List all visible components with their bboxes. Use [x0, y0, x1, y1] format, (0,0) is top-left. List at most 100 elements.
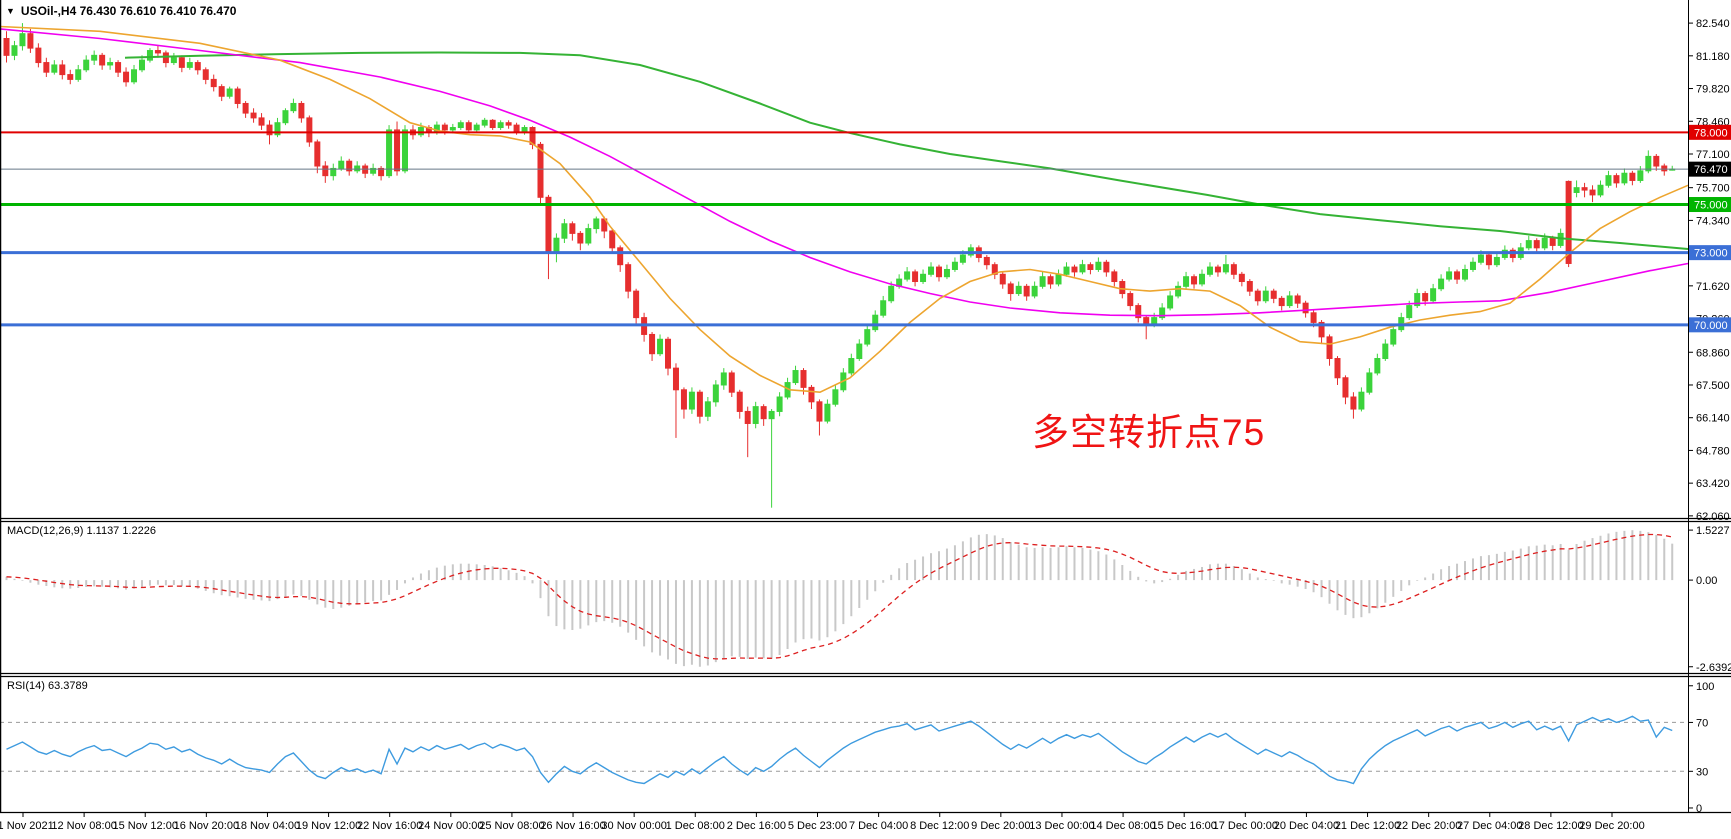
candle-body — [489, 119, 496, 129]
price-axis-label: 82.540 — [1696, 18, 1730, 30]
chart-text-annotation[interactable]: 多空转折点75 — [1032, 412, 1266, 453]
candle-body — [1183, 276, 1190, 287]
price-axis-label: 71.620 — [1696, 281, 1730, 293]
candle-body — [441, 124, 448, 131]
candle-body — [457, 122, 464, 129]
candle-body — [131, 69, 138, 83]
candle-body — [1406, 305, 1413, 319]
candle-body — [1477, 254, 1484, 263]
candle-body — [1262, 290, 1269, 302]
candle-body — [1191, 276, 1198, 285]
time-axis-label: 15 Nov 12:00 — [113, 820, 178, 832]
price-badge-label: 75.000 — [1694, 200, 1728, 212]
candle-body — [218, 86, 225, 97]
candle-body — [322, 165, 329, 177]
candle-body — [1469, 261, 1476, 270]
candle-body — [378, 167, 385, 177]
candle-body — [354, 165, 361, 172]
candle-body — [75, 69, 82, 80]
time-axis-label: 2 Dec 16:00 — [727, 820, 786, 832]
candle-body — [537, 143, 544, 198]
candle-body — [250, 112, 257, 119]
candle-body — [1302, 302, 1309, 314]
candle-body — [920, 273, 927, 283]
candle-body — [1454, 271, 1461, 280]
dropdown-triangle-icon[interactable]: ▼ — [6, 6, 15, 16]
candle-body — [154, 50, 161, 54]
candle-body — [864, 329, 871, 345]
candle-body — [1318, 321, 1325, 338]
candle-body — [1541, 237, 1548, 249]
candle-body — [1374, 358, 1381, 374]
time-axis-label: 9 Dec 20:00 — [971, 820, 1030, 832]
candle-body — [856, 343, 863, 360]
candle-body — [497, 122, 504, 129]
candle-body — [370, 167, 377, 174]
candle-body — [1462, 268, 1469, 280]
candle-body — [704, 401, 711, 417]
candle-body — [449, 127, 456, 131]
candle-body — [162, 52, 169, 64]
macd-axis-label: 1.5227 — [1696, 525, 1730, 537]
candle-body — [1565, 180, 1572, 264]
time-axis-label: 15 Dec 16:00 — [1151, 820, 1216, 832]
candle-body — [170, 57, 177, 64]
time-axis-label: 22 Nov 16:00 — [357, 820, 422, 832]
candle-body — [1071, 266, 1078, 273]
candle-body — [904, 271, 911, 280]
candle-body — [680, 389, 687, 410]
candle-body — [290, 102, 297, 112]
rsi-line — [6, 715, 1673, 785]
candle-body — [959, 254, 966, 263]
time-axis-label: 18 Nov 04:00 — [235, 820, 300, 832]
candle-body — [728, 372, 735, 393]
rsi-axis-label: 0 — [1696, 803, 1702, 815]
candle-body — [1047, 276, 1054, 285]
candle-body — [27, 33, 34, 49]
candle-body — [513, 124, 520, 133]
symbol-ohlc-header[interactable]: ▼ USOil-,H4 76.430 76.610 76.410 76.470 — [6, 4, 236, 18]
candle-body — [35, 47, 42, 64]
macd-indicator-label: MACD(12,26,9) 1.1137 1.2226 — [7, 525, 156, 537]
candle-body — [1238, 273, 1245, 283]
candle-body — [266, 124, 273, 136]
candle-body — [330, 167, 337, 177]
price-badge — [1689, 161, 1731, 177]
candle-body — [51, 64, 58, 73]
candle-body — [1613, 175, 1620, 184]
candle-body — [394, 129, 401, 172]
candle-body — [1621, 172, 1628, 184]
candle-body — [210, 78, 217, 88]
candle-body — [1629, 172, 1636, 181]
candle-body — [202, 69, 209, 80]
candle-body — [1286, 295, 1293, 307]
candle-body — [1525, 240, 1532, 249]
time-axis-label: 21 Dec 12:00 — [1335, 820, 1400, 832]
price-axis-label: 79.820 — [1696, 84, 1730, 96]
candle-body — [832, 389, 839, 405]
candle-body — [186, 62, 193, 68]
candle-body — [1342, 377, 1349, 398]
price-axis-label: 81.180 — [1696, 51, 1730, 63]
candle-body — [577, 232, 584, 244]
time-axis-label: 22 Dec 20:00 — [1396, 820, 1461, 832]
price-axis-label: 74.340 — [1696, 215, 1730, 227]
candle-body — [1637, 170, 1644, 181]
candle-body — [935, 266, 942, 278]
candle-body — [282, 110, 289, 124]
time-axis-label: 5 Dec 23:00 — [788, 820, 847, 832]
candle-body — [649, 333, 656, 355]
candle-body — [417, 127, 424, 136]
candle-body — [242, 102, 249, 114]
candle-body — [91, 54, 98, 61]
candle-body — [720, 372, 727, 386]
candle-body — [1246, 281, 1253, 292]
candle-body — [1254, 290, 1261, 302]
candle-body — [1310, 312, 1317, 323]
price-badge — [1689, 197, 1731, 213]
candle-body — [1573, 187, 1580, 193]
candle-body — [880, 300, 887, 316]
candle-body — [688, 391, 695, 410]
